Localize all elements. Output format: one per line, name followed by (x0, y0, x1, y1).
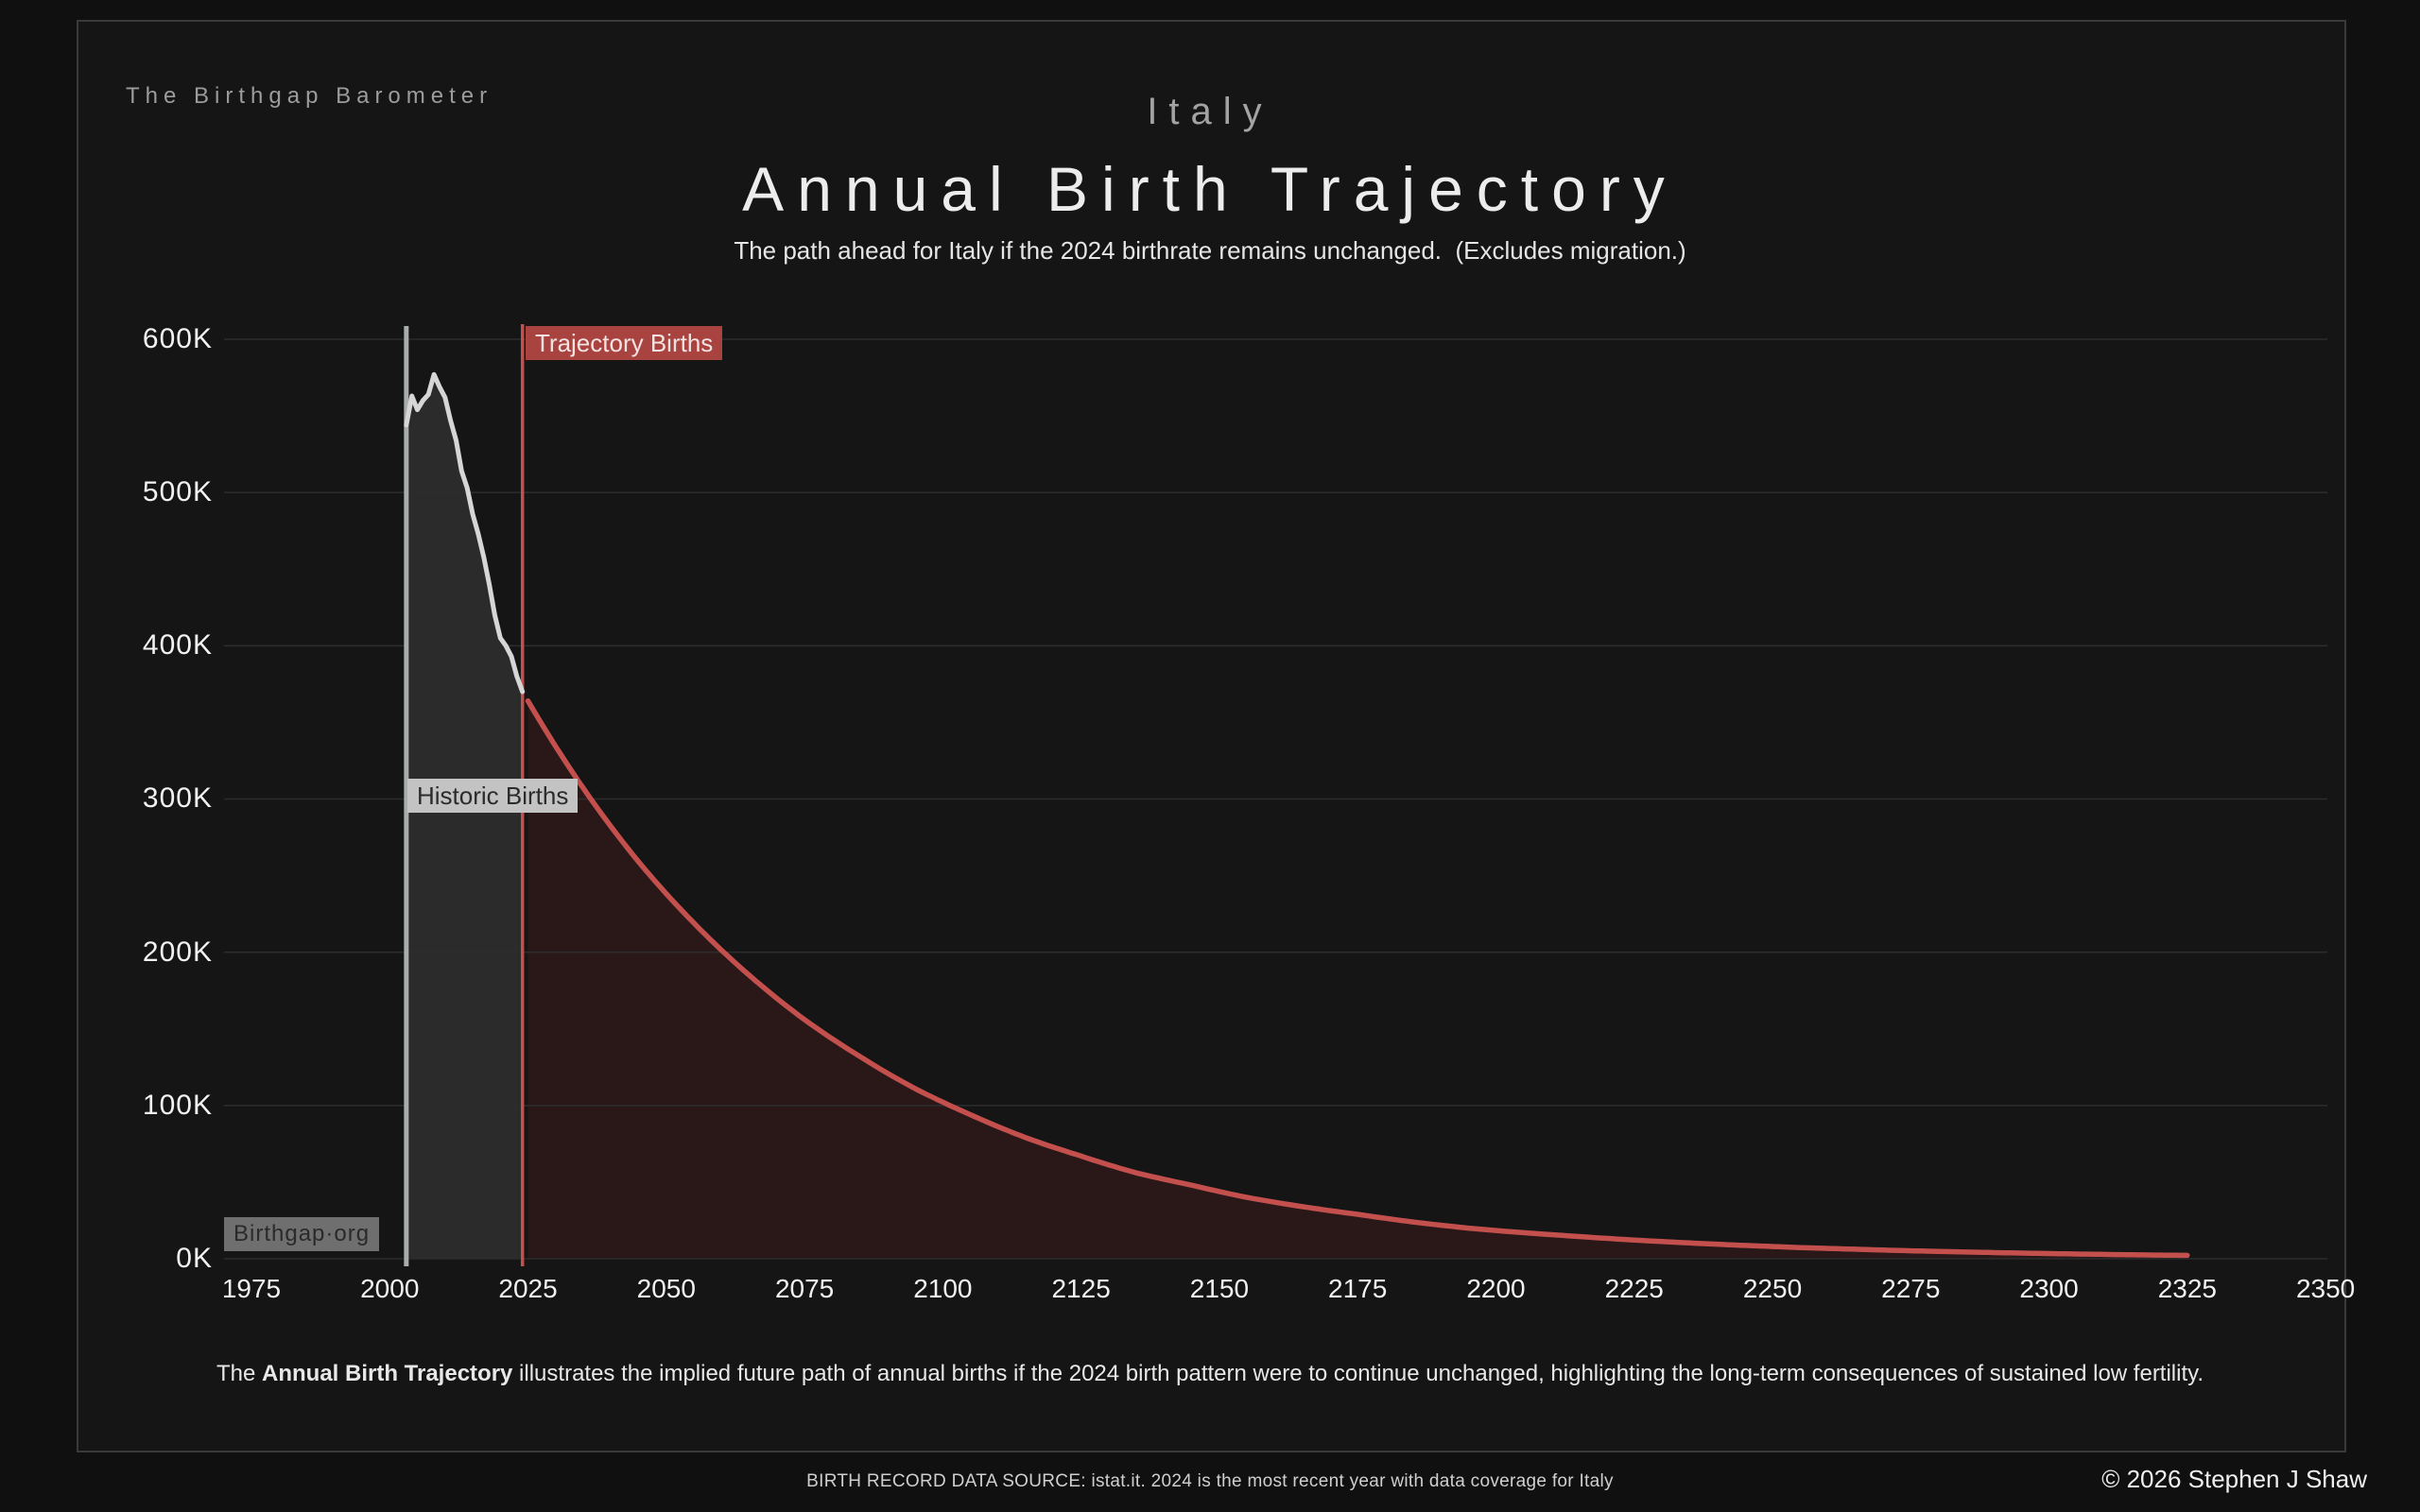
y-tick-label: 100K (142, 1089, 213, 1121)
x-tick-label: 2050 (636, 1274, 696, 1303)
copyright-notice: © 2026 Stephen J Shaw (2101, 1465, 2367, 1493)
x-tick-label: 2150 (1189, 1274, 1250, 1303)
birthgap-watermark-badge: Birthgap·org (224, 1217, 380, 1251)
y-tick-label: 400K (142, 629, 213, 662)
caption-text-bold: Annual Birth Trajectory (262, 1361, 513, 1386)
country-label: Italy (1147, 91, 1273, 132)
caption-text-post: illustrates the implied future path of a… (512, 1361, 2204, 1386)
x-tick-label: 2075 (774, 1274, 835, 1303)
x-tick-label: 2225 (1604, 1274, 1664, 1303)
x-tick-label: 2325 (2157, 1274, 2217, 1303)
x-tick-label: 2250 (1742, 1274, 1803, 1303)
x-tick-label: 1975 (221, 1274, 282, 1303)
page-title: Annual Birth Trajectory (742, 154, 1678, 224)
data-source-note: BIRTH RECORD DATA SOURCE: istat.it. 2024… (806, 1471, 1614, 1491)
x-tick-label: 2000 (360, 1274, 420, 1303)
brand-label: The Birthgap Barometer (126, 83, 493, 109)
historic-births-label: Historic Births (407, 779, 579, 813)
trajectory-births-label: Trajectory Births (526, 326, 723, 360)
chart-card (77, 20, 2346, 1452)
x-tick-label: 2125 (1051, 1274, 1111, 1303)
y-tick-label: 200K (142, 936, 213, 968)
caption-text-pre: The (216, 1361, 262, 1386)
x-tick-label: 2350 (2295, 1274, 2356, 1303)
y-tick-label: 600K (142, 322, 213, 354)
chart-subtitle: The path ahead for Italy if the 2024 bir… (734, 236, 1686, 265)
x-tick-label: 2100 (913, 1274, 973, 1303)
chart-caption: The Annual Birth Trajectory illustrates … (0, 1361, 2420, 1387)
x-tick-label: 2200 (1466, 1274, 1526, 1303)
y-tick-label: 300K (142, 782, 213, 815)
x-tick-label: 2275 (1881, 1274, 1941, 1303)
x-tick-label: 2300 (2019, 1274, 2079, 1303)
x-tick-label: 2025 (498, 1274, 558, 1303)
y-tick-label: 0K (176, 1243, 213, 1274)
y-tick-label: 500K (142, 476, 213, 508)
x-tick-label: 2175 (1328, 1274, 1388, 1303)
